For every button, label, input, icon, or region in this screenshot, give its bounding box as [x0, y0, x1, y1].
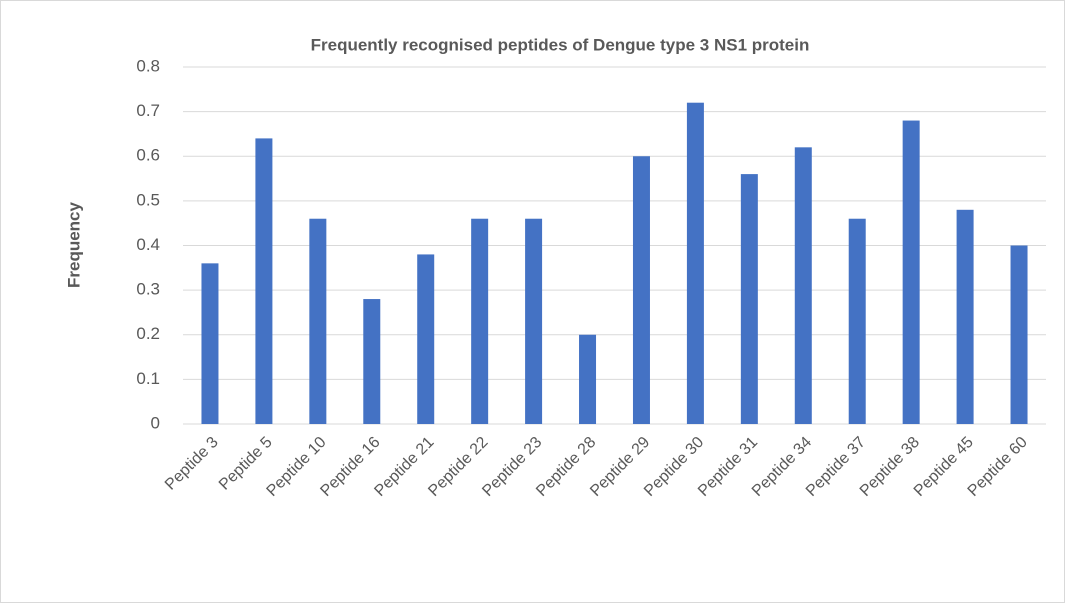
bar — [363, 299, 381, 424]
bar — [309, 218, 327, 424]
chart-title: Frequently recognised peptides of Dengue… — [311, 35, 810, 54]
bar — [525, 218, 543, 424]
bar — [848, 218, 866, 424]
y-tick-label: 0.1 — [136, 369, 160, 388]
y-tick-label: 0 — [151, 413, 160, 432]
y-tick-label: 0.7 — [136, 101, 160, 120]
bar — [740, 174, 758, 424]
bar — [201, 263, 219, 424]
bar — [632, 156, 650, 424]
bar — [794, 147, 812, 424]
bar — [417, 254, 435, 424]
bar — [255, 138, 273, 424]
bar — [579, 334, 597, 424]
bar — [471, 218, 489, 424]
y-tick-label: 0.6 — [136, 146, 160, 165]
bar — [902, 120, 920, 425]
y-tick-label: 0.5 — [136, 190, 160, 209]
y-tick-label: 0.4 — [136, 235, 160, 254]
bar — [956, 209, 974, 424]
y-tick-label: 0.3 — [136, 280, 160, 299]
bar — [686, 102, 704, 424]
y-tick-label: 0.8 — [136, 56, 160, 75]
bar — [1010, 245, 1028, 424]
y-tick-label: 0.2 — [136, 324, 160, 343]
y-axis-label: Frequency — [64, 201, 83, 288]
